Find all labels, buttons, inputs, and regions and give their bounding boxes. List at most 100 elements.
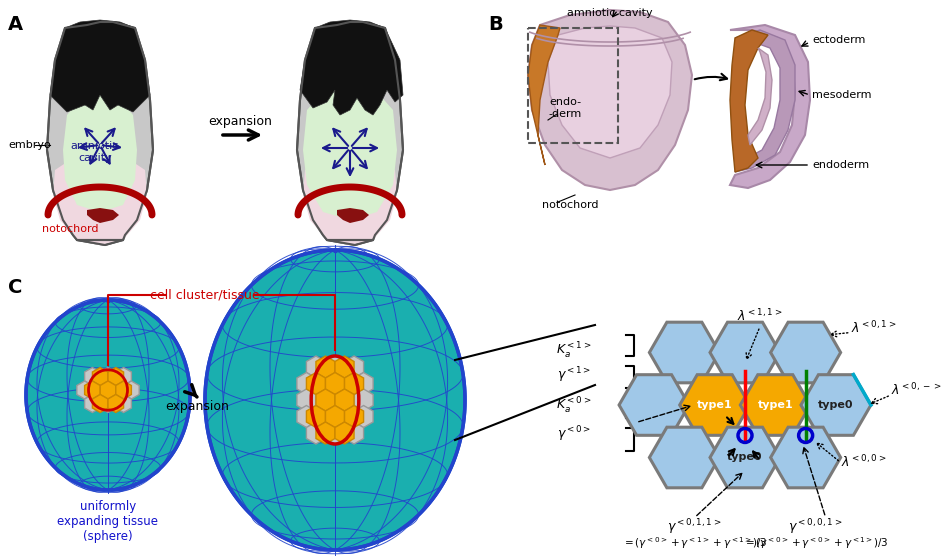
Text: $\gamma^{<0,1,1>}$: $\gamma^{<0,1,1>}$ — [667, 517, 722, 537]
Polygon shape — [108, 367, 123, 385]
Polygon shape — [50, 20, 150, 112]
Polygon shape — [87, 208, 119, 223]
Polygon shape — [100, 394, 116, 413]
Text: notochord: notochord — [542, 200, 598, 210]
Polygon shape — [297, 405, 316, 427]
Polygon shape — [649, 322, 719, 383]
Polygon shape — [619, 375, 689, 435]
Text: type0: type0 — [818, 400, 853, 410]
Text: endoderm: endoderm — [812, 160, 869, 170]
Text: B: B — [488, 15, 502, 34]
Polygon shape — [307, 356, 326, 378]
Polygon shape — [53, 157, 147, 245]
Polygon shape — [326, 372, 344, 394]
Polygon shape — [771, 322, 840, 383]
Text: expansion: expansion — [208, 115, 272, 128]
Text: $=(\gamma^{<0>}+\gamma^{<0>}+\gamma^{<1>})/3$: $=(\gamma^{<0>}+\gamma^{<0>}+\gamma^{<1>… — [742, 535, 888, 551]
Polygon shape — [123, 381, 139, 399]
Polygon shape — [354, 389, 373, 411]
Text: A: A — [8, 15, 24, 34]
Text: C: C — [8, 278, 23, 297]
Polygon shape — [748, 48, 772, 145]
Polygon shape — [344, 372, 363, 394]
Polygon shape — [741, 375, 810, 435]
Polygon shape — [297, 22, 403, 245]
Text: embryo: embryo — [8, 140, 51, 150]
Polygon shape — [735, 30, 795, 172]
Polygon shape — [710, 322, 780, 383]
Polygon shape — [297, 389, 316, 411]
Polygon shape — [307, 422, 326, 444]
Polygon shape — [710, 427, 780, 488]
Polygon shape — [730, 25, 810, 188]
Polygon shape — [303, 88, 397, 220]
Polygon shape — [108, 394, 123, 413]
Polygon shape — [92, 367, 108, 385]
Text: amniotic
cavity: amniotic cavity — [71, 141, 120, 163]
Polygon shape — [92, 394, 108, 413]
Polygon shape — [316, 422, 335, 444]
Text: expansion: expansion — [165, 400, 229, 413]
Text: type1: type1 — [758, 400, 793, 410]
Polygon shape — [303, 157, 397, 245]
Text: $K_a^{<1>}$: $K_a^{<1>}$ — [555, 341, 591, 361]
Text: $=(\gamma^{<0>}+\gamma^{<1>}+\gamma^{<1>})/3$: $=(\gamma^{<0>}+\gamma^{<1>}+\gamma^{<1>… — [622, 535, 768, 551]
Polygon shape — [801, 375, 871, 435]
Polygon shape — [316, 389, 335, 411]
Text: amniotic cavity: amniotic cavity — [567, 8, 653, 18]
Text: $\lambda^{<0,->}$: $\lambda^{<0,->}$ — [891, 382, 941, 398]
Polygon shape — [344, 422, 363, 444]
Polygon shape — [307, 405, 326, 427]
Polygon shape — [335, 422, 354, 444]
Text: cell cluster/tissue: cell cluster/tissue — [151, 288, 260, 301]
Polygon shape — [116, 394, 132, 413]
Text: $\gamma^{<1>}$: $\gamma^{<1>}$ — [557, 365, 591, 385]
Polygon shape — [26, 300, 190, 490]
Text: $\lambda^{<0,0>}$: $\lambda^{<0,0>}$ — [840, 454, 886, 471]
Polygon shape — [85, 367, 100, 385]
Polygon shape — [344, 356, 363, 378]
Polygon shape — [326, 422, 344, 444]
Polygon shape — [354, 372, 373, 394]
Polygon shape — [85, 394, 100, 413]
Polygon shape — [337, 208, 369, 223]
Text: $\gamma^{<0>}$: $\gamma^{<0>}$ — [557, 424, 591, 444]
Text: ectoderm: ectoderm — [812, 35, 866, 45]
Polygon shape — [528, 25, 560, 165]
Polygon shape — [307, 372, 326, 394]
Text: $\lambda^{<1,1>}$: $\lambda^{<1,1>}$ — [738, 308, 783, 324]
Polygon shape — [297, 372, 316, 394]
Polygon shape — [730, 30, 768, 172]
Text: type1: type1 — [697, 400, 732, 410]
Polygon shape — [116, 381, 132, 399]
Text: $\lambda^{<0,1>}$: $\lambda^{<0,1>}$ — [851, 319, 896, 336]
Polygon shape — [100, 367, 116, 385]
Polygon shape — [771, 427, 840, 488]
Polygon shape — [326, 356, 344, 378]
Polygon shape — [548, 26, 672, 158]
Text: type0: type0 — [727, 452, 763, 463]
Text: $\gamma^{<0,0,1>}$: $\gamma^{<0,0,1>}$ — [789, 517, 843, 537]
Polygon shape — [679, 375, 750, 435]
Polygon shape — [528, 10, 692, 190]
Polygon shape — [649, 427, 719, 488]
Polygon shape — [77, 381, 92, 399]
Polygon shape — [344, 405, 363, 427]
Polygon shape — [335, 356, 354, 378]
Text: endo-
-derm: endo- -derm — [549, 97, 582, 119]
Polygon shape — [335, 389, 354, 411]
Text: mesoderm: mesoderm — [812, 90, 871, 100]
Polygon shape — [300, 20, 403, 115]
Polygon shape — [47, 22, 153, 245]
Text: $K_a^{<0>}$: $K_a^{<0>}$ — [555, 396, 591, 417]
Polygon shape — [85, 381, 100, 399]
Polygon shape — [116, 367, 132, 385]
Text: uniformly
expanding tissue
(sphere): uniformly expanding tissue (sphere) — [57, 500, 158, 543]
Polygon shape — [63, 95, 137, 212]
Text: notochord: notochord — [42, 224, 99, 234]
Polygon shape — [316, 356, 335, 378]
Polygon shape — [326, 405, 344, 427]
Polygon shape — [205, 250, 465, 550]
Polygon shape — [354, 405, 373, 427]
Polygon shape — [100, 381, 116, 399]
